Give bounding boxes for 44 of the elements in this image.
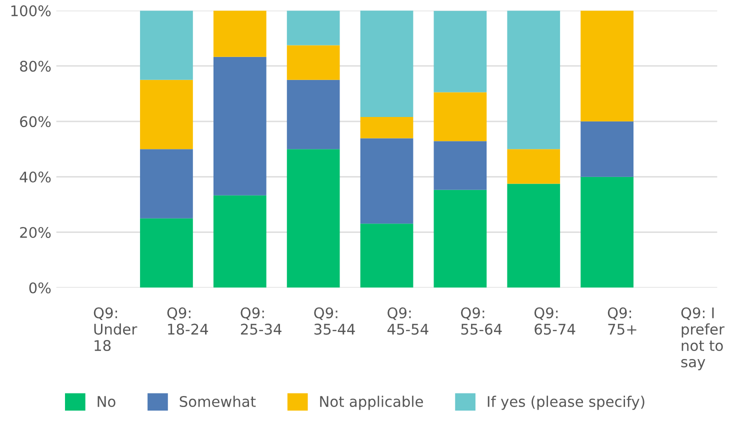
bar: [434, 92, 487, 142]
legend-label: If yes (please specify): [488, 396, 644, 410]
bar: [213, 10, 266, 57]
bar: [286, 10, 340, 46]
bar: [360, 116, 414, 138]
bar: [140, 80, 193, 150]
bar: [140, 149, 193, 218]
y-tick-label: 40%: [20, 172, 51, 183]
bar: [213, 195, 266, 288]
bar: [360, 138, 414, 224]
x-tick-label: Q9: 45-54: [387, 307, 428, 335]
bar: [140, 218, 193, 288]
x-tick-label: Q9: 18-24: [167, 307, 208, 335]
legend-label: Not applicable: [320, 396, 423, 410]
x-tick-label: Q9: 25-34: [240, 307, 282, 335]
bar: [434, 141, 487, 190]
x-tick-label: Q9: 55-64: [461, 307, 502, 335]
bar: [580, 176, 634, 288]
legend-label: Somewhat: [180, 396, 256, 408]
x-tick-label: Q9: 35-44: [314, 307, 355, 335]
y-tick-label: 80%: [20, 60, 51, 72]
y-tick-label: 100%: [11, 5, 51, 16]
x-tick-label: Q9: 65-74: [534, 307, 576, 335]
bar: [434, 10, 487, 92]
bar: [213, 56, 266, 196]
x-tick-label: Q9: 75+: [608, 307, 636, 335]
y-tick-label: 0%: [29, 282, 51, 294]
bar: [360, 10, 414, 117]
bar: [507, 184, 560, 288]
bar: [434, 190, 487, 288]
y-tick-label: 60%: [20, 116, 51, 128]
x-tick-label: Q9: I prefer not to say: [681, 307, 724, 370]
y-tick-label: 20%: [20, 226, 51, 238]
x-tick-label: Q9: Under 18: [94, 307, 138, 352]
bar: [507, 149, 560, 184]
bar: [580, 121, 634, 177]
bar: [286, 80, 340, 150]
bar: [286, 149, 340, 288]
bar: [507, 10, 560, 150]
legend-label: No: [98, 396, 116, 408]
bar: [360, 224, 414, 288]
bar: [140, 10, 193, 80]
bar: [286, 45, 340, 80]
bar: [580, 10, 634, 122]
